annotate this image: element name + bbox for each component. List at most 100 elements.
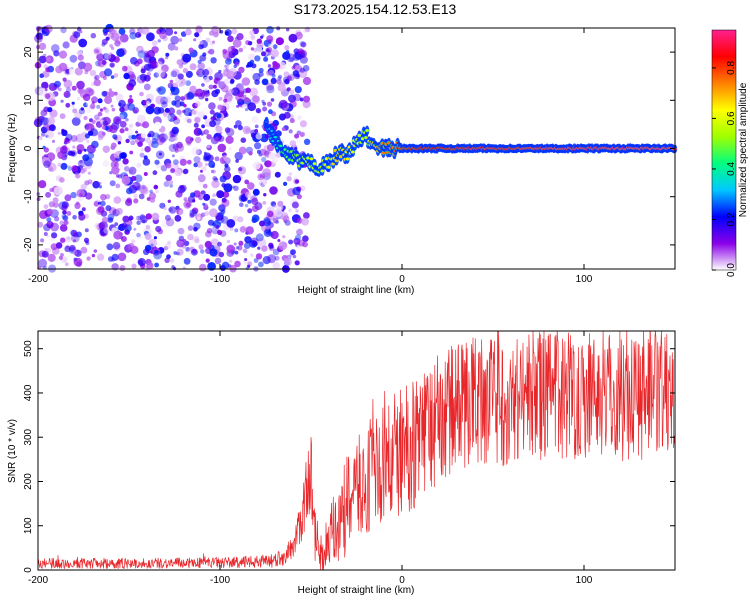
noise-blob xyxy=(141,185,146,190)
noise-blob xyxy=(111,257,116,262)
noise-blob xyxy=(194,116,201,124)
y-tick-label: 200 xyxy=(23,473,34,490)
noise-blob xyxy=(153,121,162,130)
noise-blob xyxy=(195,25,203,33)
noise-blob xyxy=(87,130,94,136)
noise-blob xyxy=(94,114,100,120)
noise-blob xyxy=(146,71,152,77)
noise-blob xyxy=(118,28,126,35)
noise-blob xyxy=(113,136,118,141)
noise-blob xyxy=(139,91,144,97)
noise-blob xyxy=(70,151,76,157)
noise-blob xyxy=(90,32,97,39)
spectrogram-y-title: Frequency (Hz) xyxy=(7,114,18,183)
noise-blob xyxy=(40,116,49,126)
noise-blob xyxy=(278,99,288,109)
noise-blob xyxy=(118,99,126,108)
noise-blob xyxy=(239,226,247,233)
spectrogram-x-ticks: -200 -100 0 100 xyxy=(28,28,593,285)
noise-blob xyxy=(243,242,251,249)
noise-blob xyxy=(188,47,194,53)
noise-blob xyxy=(101,125,106,130)
noise-blob xyxy=(93,47,102,56)
signal-core xyxy=(387,141,391,145)
noise-blob xyxy=(46,217,52,223)
snr-y-ticks: 0 100 200 300 400 500 xyxy=(23,340,675,573)
noise-blob xyxy=(136,45,144,54)
noise-blob xyxy=(130,140,136,146)
noise-blob xyxy=(114,222,119,227)
noise-blob xyxy=(193,162,198,168)
noise-blob xyxy=(119,173,123,177)
snr-panel: -200 -100 0 100 0 100 200 300 400 500 Height of … xyxy=(7,330,676,596)
noise-blob xyxy=(214,257,222,265)
noise-blob xyxy=(251,214,260,223)
noise-blob xyxy=(165,162,172,169)
noise-blob xyxy=(101,47,106,52)
noise-blob xyxy=(281,81,286,86)
noise-blob xyxy=(129,32,137,40)
noise-blob xyxy=(95,60,102,67)
noise-blob xyxy=(264,134,270,139)
noise-blob xyxy=(218,81,226,89)
noise-blob xyxy=(155,189,159,194)
noise-blob xyxy=(77,54,84,61)
noise-blob xyxy=(168,206,177,214)
noise-blob xyxy=(142,158,151,166)
noise-blob xyxy=(104,108,110,115)
noise-blob xyxy=(107,54,116,63)
noise-blob xyxy=(149,189,153,194)
colorbar-tick-label: 0.8 xyxy=(726,61,737,75)
noise-blob xyxy=(200,190,206,196)
noise-blob xyxy=(210,238,219,247)
noise-blob xyxy=(284,258,292,266)
noise-blob xyxy=(186,118,192,124)
noise-blob xyxy=(263,193,267,197)
noise-blob xyxy=(63,92,69,97)
noise-blob xyxy=(196,161,203,168)
noise-blob xyxy=(160,71,168,79)
noise-blob xyxy=(153,72,159,78)
noise-blob xyxy=(118,47,127,56)
noise-blob xyxy=(93,79,101,87)
noise-blob xyxy=(62,258,67,263)
noise-blob xyxy=(63,91,68,96)
noise-blob xyxy=(113,151,121,159)
noise-blob xyxy=(171,126,179,135)
noise-blob xyxy=(163,245,169,251)
signal-core xyxy=(345,157,350,161)
noise-blob xyxy=(194,238,200,244)
noise-blob xyxy=(97,111,103,117)
noise-blob xyxy=(55,242,63,249)
noise-blob xyxy=(232,185,236,189)
noise-blob xyxy=(209,248,218,257)
noise-blob xyxy=(254,142,262,150)
noise-blob xyxy=(274,208,283,217)
noise-blob xyxy=(262,101,267,106)
colorbar-tick-label: 0.4 xyxy=(726,162,737,176)
noise-blob xyxy=(83,62,93,72)
noise-blob xyxy=(171,154,175,158)
noise-blob xyxy=(259,174,263,178)
x-tick-label: 100 xyxy=(576,274,593,285)
noise-blob xyxy=(115,207,123,215)
noise-blob xyxy=(69,54,78,63)
y-tick-label: 0 xyxy=(23,567,34,573)
signal-core xyxy=(287,158,292,161)
noise-blob xyxy=(283,181,288,186)
noise-blob xyxy=(302,65,310,72)
noise-blob xyxy=(71,85,77,91)
noise-blob xyxy=(109,52,113,56)
noise-blob xyxy=(48,166,54,172)
noise-blob xyxy=(288,239,294,245)
noise-blob xyxy=(109,62,115,68)
noise-blob xyxy=(45,191,52,198)
noise-blob xyxy=(114,40,121,47)
signal-core xyxy=(279,144,283,148)
noise-blob xyxy=(251,205,259,213)
noise-blob xyxy=(80,107,85,111)
noise-blob xyxy=(104,96,113,105)
noise-blob xyxy=(38,42,47,51)
noise-blob xyxy=(206,228,213,234)
noise-blob xyxy=(211,164,215,168)
